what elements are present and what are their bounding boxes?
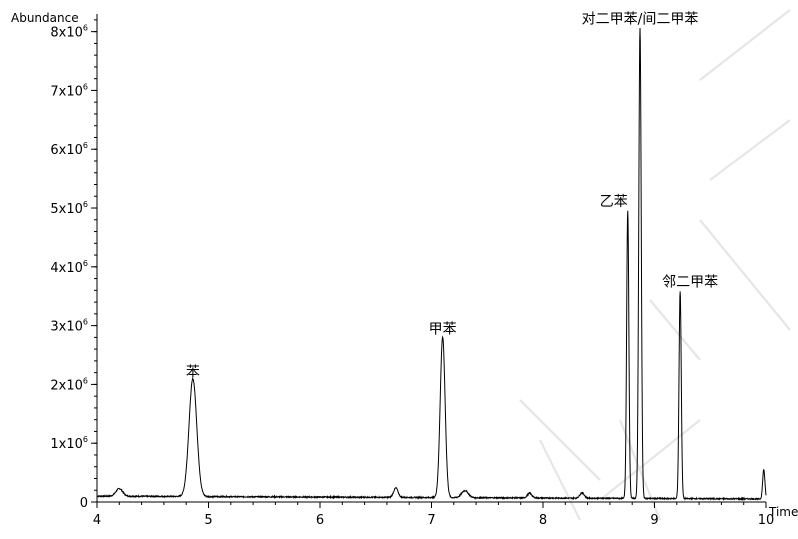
peak-label: 对二甲苯/间二甲苯: [582, 11, 699, 28]
x-tick-label: 4: [93, 513, 101, 528]
peak-label: 甲苯: [429, 320, 457, 337]
y-axis-title: Abundance: [11, 11, 79, 25]
x-tick-label: 6: [316, 513, 324, 528]
y-tick-label: 8x106: [50, 24, 88, 41]
y-tick-label: 2x106: [50, 376, 88, 393]
peak-label: 邻二甲苯: [662, 273, 718, 290]
y-ticks: 0 1x106 2x106 3x106 4x106 5x106 6x106 7x106 8x10…: [50, 19, 97, 511]
y-tick-label: 0: [80, 496, 88, 511]
watermark-graphic: [519, 9, 791, 521]
x-tick-label: 7: [427, 513, 435, 528]
x-tick-label: 10: [758, 513, 775, 528]
y-tick-label: 3x106: [50, 318, 88, 335]
x-tick-label: 8: [539, 513, 547, 528]
y-tick-label: 6x106: [50, 141, 88, 158]
x-tick-label: 5: [204, 513, 212, 528]
x-tick-label: 9: [650, 513, 658, 528]
y-tick-label: 1x106: [50, 435, 88, 452]
y-tick-label: 4x106: [50, 259, 88, 276]
peak-label: 苯: [186, 363, 200, 380]
signal-trace: [96, 28, 767, 501]
y-tick-label: 7x106: [50, 82, 88, 99]
y-tick-label: 5x106: [50, 200, 88, 217]
x-axis-title: Time: [768, 505, 798, 519]
x-ticks: 4 5 6 7 8 9 10: [93, 502, 774, 528]
peak-label: 乙苯: [600, 193, 628, 210]
